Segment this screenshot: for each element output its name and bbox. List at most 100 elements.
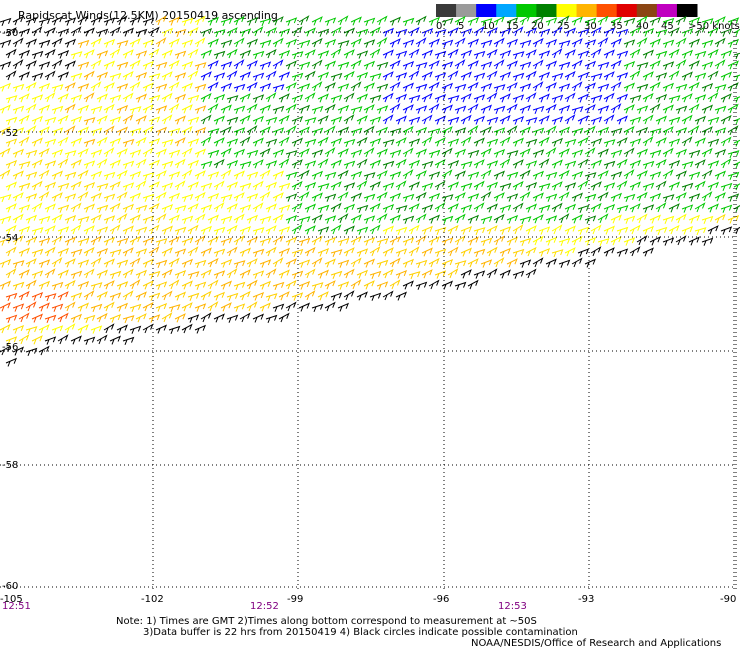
- wind-barb: [460, 93, 472, 103]
- wind-barb: [733, 139, 740, 147]
- wind-barb: [161, 27, 174, 37]
- wind-barb: [545, 82, 557, 92]
- wind-barb: [12, 15, 24, 26]
- wind-barb: [51, 303, 64, 312]
- wind-barb: [174, 50, 187, 59]
- wind-barb: [311, 192, 323, 202]
- wind-barb: [18, 225, 31, 235]
- wind-barb: [181, 302, 193, 312]
- wind-barb: [447, 246, 459, 257]
- wind-barb: [649, 81, 661, 92]
- wind-barb: [272, 84, 285, 93]
- wind-barb: [467, 103, 479, 114]
- wind-barb: [304, 268, 316, 279]
- wind-barb: [278, 158, 290, 169]
- wind-barb: [337, 237, 350, 246]
- wind-barb: [337, 15, 349, 26]
- wind-barb: [551, 137, 564, 147]
- wind-barb: [90, 303, 103, 312]
- wind-barb: [213, 29, 226, 38]
- wind-barb: [675, 59, 687, 70]
- wind-barb: [265, 268, 277, 279]
- wind-barb: [304, 160, 317, 169]
- wind-barb: [538, 247, 551, 257]
- wind-barb: [369, 116, 382, 125]
- wind-barb: [239, 269, 251, 279]
- wind-barb: [525, 203, 538, 213]
- wind-barb: [272, 281, 285, 290]
- wind-barb: [233, 37, 245, 48]
- wind-barb: [200, 247, 212, 257]
- wind-barb: [454, 235, 466, 246]
- wind-barb: [395, 180, 407, 191]
- wind-barb: [38, 147, 50, 158]
- wind-barb: [57, 247, 70, 257]
- wind-barb: [467, 149, 480, 158]
- wind-barb: [38, 259, 51, 268]
- wind-barb: [421, 27, 434, 37]
- wind-barb: [0, 302, 11, 312]
- wind-barb: [168, 38, 180, 48]
- wind-barb: [311, 303, 324, 312]
- wind-barb: [25, 347, 38, 356]
- wind-barb: [350, 38, 362, 48]
- wind-barb: [324, 38, 337, 48]
- wind-barb: [200, 204, 213, 213]
- wind-barb: [83, 160, 96, 169]
- wind-barb: [181, 125, 193, 136]
- wind-barb: [532, 105, 545, 114]
- wind-barb: [330, 94, 343, 103]
- wind-barb: [83, 92, 95, 103]
- wind-barb: [116, 302, 129, 312]
- wind-barb: [382, 182, 395, 191]
- wind-barb: [486, 181, 499, 191]
- wind-barb: [70, 335, 82, 345]
- wind-barb: [90, 81, 102, 92]
- wind-barb: [558, 213, 570, 224]
- wind-barb: [226, 224, 238, 235]
- wind-barb: [330, 116, 343, 125]
- wind-barb: [720, 71, 733, 81]
- wind-barb: [577, 226, 590, 235]
- wind-barb: [174, 205, 187, 214]
- wind-barb: [116, 281, 129, 290]
- wind-barb: [395, 291, 408, 301]
- wind-barb: [473, 227, 486, 236]
- wind-barb: [727, 171, 740, 180]
- wind-barb: [538, 50, 551, 59]
- wind-barb: [5, 357, 18, 367]
- wind-barb: [291, 202, 303, 213]
- legend-swatch: [576, 4, 598, 17]
- wind-barb: [116, 104, 129, 114]
- wind-barb: [272, 213, 284, 224]
- lon-label: -96: [433, 594, 449, 605]
- wind-barb: [577, 28, 590, 37]
- wind-barb: [701, 169, 713, 180]
- wind-barb: [428, 103, 440, 114]
- wind-barb: [350, 214, 362, 224]
- wind-barb: [558, 61, 571, 70]
- wind-barb: [545, 125, 557, 136]
- wind-barb: [5, 138, 18, 147]
- wind-barb: [512, 137, 525, 147]
- wind-barb: [181, 82, 194, 92]
- wind-barb: [467, 38, 480, 48]
- wind-barb: [603, 225, 616, 235]
- wind-barb: [668, 116, 681, 125]
- wind-barb: [12, 148, 25, 158]
- wind-barb: [603, 71, 615, 81]
- wind-barb: [265, 314, 278, 323]
- wind-barb: [727, 60, 739, 70]
- wind-barb: [350, 257, 362, 268]
- wind-barb: [103, 103, 115, 114]
- wind-barb: [447, 48, 459, 59]
- wind-barb: [434, 115, 447, 125]
- wind-barb: [480, 169, 492, 180]
- wind-barb: [12, 303, 25, 312]
- wind-barb: [220, 280, 233, 290]
- wind-barb: [207, 149, 220, 158]
- wind-barb: [577, 204, 590, 213]
- wind-barb: [181, 258, 194, 268]
- wind-barb: [70, 224, 82, 235]
